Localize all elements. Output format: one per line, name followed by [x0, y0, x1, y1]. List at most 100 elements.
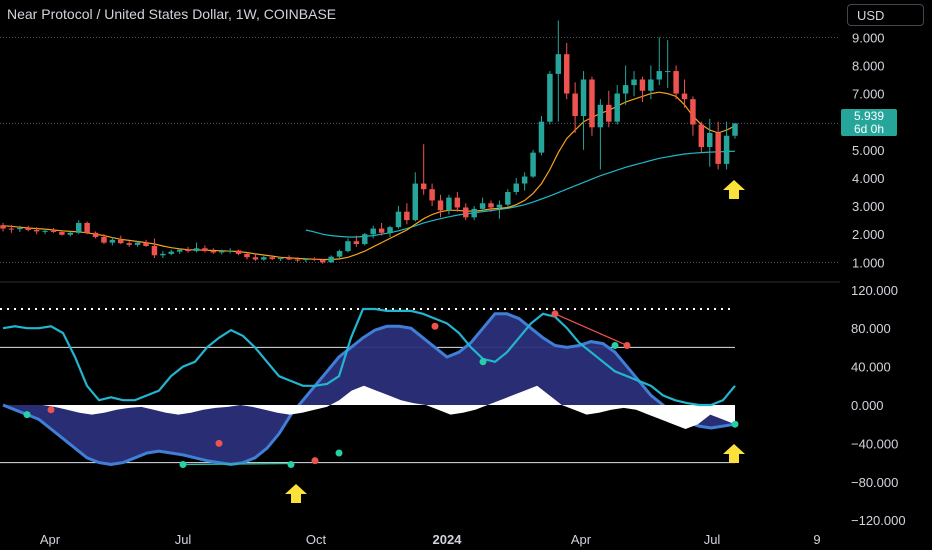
candle-body [286, 258, 292, 260]
candle-body [404, 211, 410, 221]
candle-body [555, 54, 562, 74]
candle-body [277, 258, 284, 260]
candle [631, 71, 637, 97]
candle-body [547, 73, 553, 122]
candle [648, 65, 654, 100]
candle [471, 206, 477, 221]
candle-body [202, 248, 208, 252]
candle [698, 121, 705, 153]
candle-body [412, 183, 419, 221]
candle-body [505, 192, 511, 205]
candle-body [664, 71, 671, 73]
up-arrow-icon [723, 180, 745, 199]
last-price-tag: 5.939 6d 0h [841, 109, 897, 136]
candle [143, 239, 149, 247]
candle-body [92, 232, 99, 237]
oscillator-signal-line [2, 312, 736, 467]
candle [404, 203, 410, 225]
candle-body [437, 200, 444, 211]
bar-countdown: 6d 0h [853, 122, 885, 136]
candle [429, 183, 435, 207]
candle [134, 241, 141, 247]
moving-averages [2, 91, 736, 261]
candle-body [84, 222, 90, 233]
bearish-signal-dot [47, 406, 55, 414]
x-axis-label: Apr [40, 532, 61, 547]
price-axis-label: 2.000 [852, 227, 885, 242]
currency-button[interactable]: USD [847, 4, 924, 26]
candle-body [59, 231, 65, 235]
candle [412, 172, 419, 222]
candle-body [656, 71, 663, 80]
ma-fast-line [2, 91, 736, 261]
candle [513, 177, 519, 195]
candle-body [707, 132, 713, 147]
candle-body [336, 251, 343, 257]
oscillator-axis-label: 80.000 [851, 321, 891, 336]
candle [75, 220, 82, 235]
oscillator-axis-label: 120.000 [851, 283, 898, 298]
candle-body [33, 229, 40, 232]
candle [176, 248, 183, 254]
candle-body [227, 250, 233, 252]
grid-lines [0, 36, 840, 283]
candle [59, 229, 65, 236]
candle-body [353, 241, 360, 245]
candle [336, 249, 343, 259]
candle [193, 242, 200, 253]
candle-body [698, 124, 705, 147]
candle-body [0, 225, 6, 229]
candle [589, 76, 595, 136]
candle-body [732, 123, 738, 136]
candle [328, 255, 334, 263]
candle [370, 225, 376, 239]
candle [496, 200, 503, 219]
candle [488, 200, 494, 212]
bullish-signal-dot [611, 341, 619, 349]
candle [572, 82, 578, 133]
candle [353, 235, 360, 247]
candle-body [572, 93, 578, 117]
candle [303, 258, 309, 263]
candle [67, 231, 74, 237]
bullish-signal-dot [23, 411, 31, 419]
candle [269, 255, 275, 261]
candle [395, 206, 402, 229]
x-axis-label: 9 [813, 532, 820, 547]
candle [294, 257, 301, 262]
candle [235, 249, 242, 256]
candle [387, 225, 393, 237]
candle [319, 258, 326, 264]
candle [362, 232, 368, 246]
candle [345, 238, 351, 253]
candle [690, 96, 696, 136]
candle [614, 85, 620, 125]
oscillator-axis-label: 0.000 [851, 398, 884, 413]
candle-body [648, 79, 654, 91]
candle-body [219, 251, 225, 253]
candle [479, 197, 486, 212]
candle-body [471, 208, 477, 218]
candle [210, 248, 217, 254]
candle [723, 121, 730, 170]
candle-body [395, 211, 402, 228]
ma-slow-line [305, 150, 736, 238]
candle-body [378, 228, 385, 233]
oscillator-panel [0, 307, 739, 469]
bullish-signal-dot [479, 358, 487, 366]
candle [118, 235, 124, 245]
candle-body [622, 85, 629, 94]
chart-title: Near Protocol / United States Dollar, 1W… [7, 6, 337, 22]
candle [261, 256, 267, 261]
candle-body [606, 104, 612, 122]
candle [463, 203, 469, 221]
candle [606, 90, 612, 128]
x-axis-label: Apr [571, 532, 592, 547]
candle-body [269, 257, 275, 259]
candle [673, 65, 679, 100]
candle-body [580, 79, 587, 117]
candle-body [235, 250, 242, 254]
candle [437, 194, 444, 218]
candlesticks [0, 20, 738, 264]
candle [101, 234, 107, 245]
